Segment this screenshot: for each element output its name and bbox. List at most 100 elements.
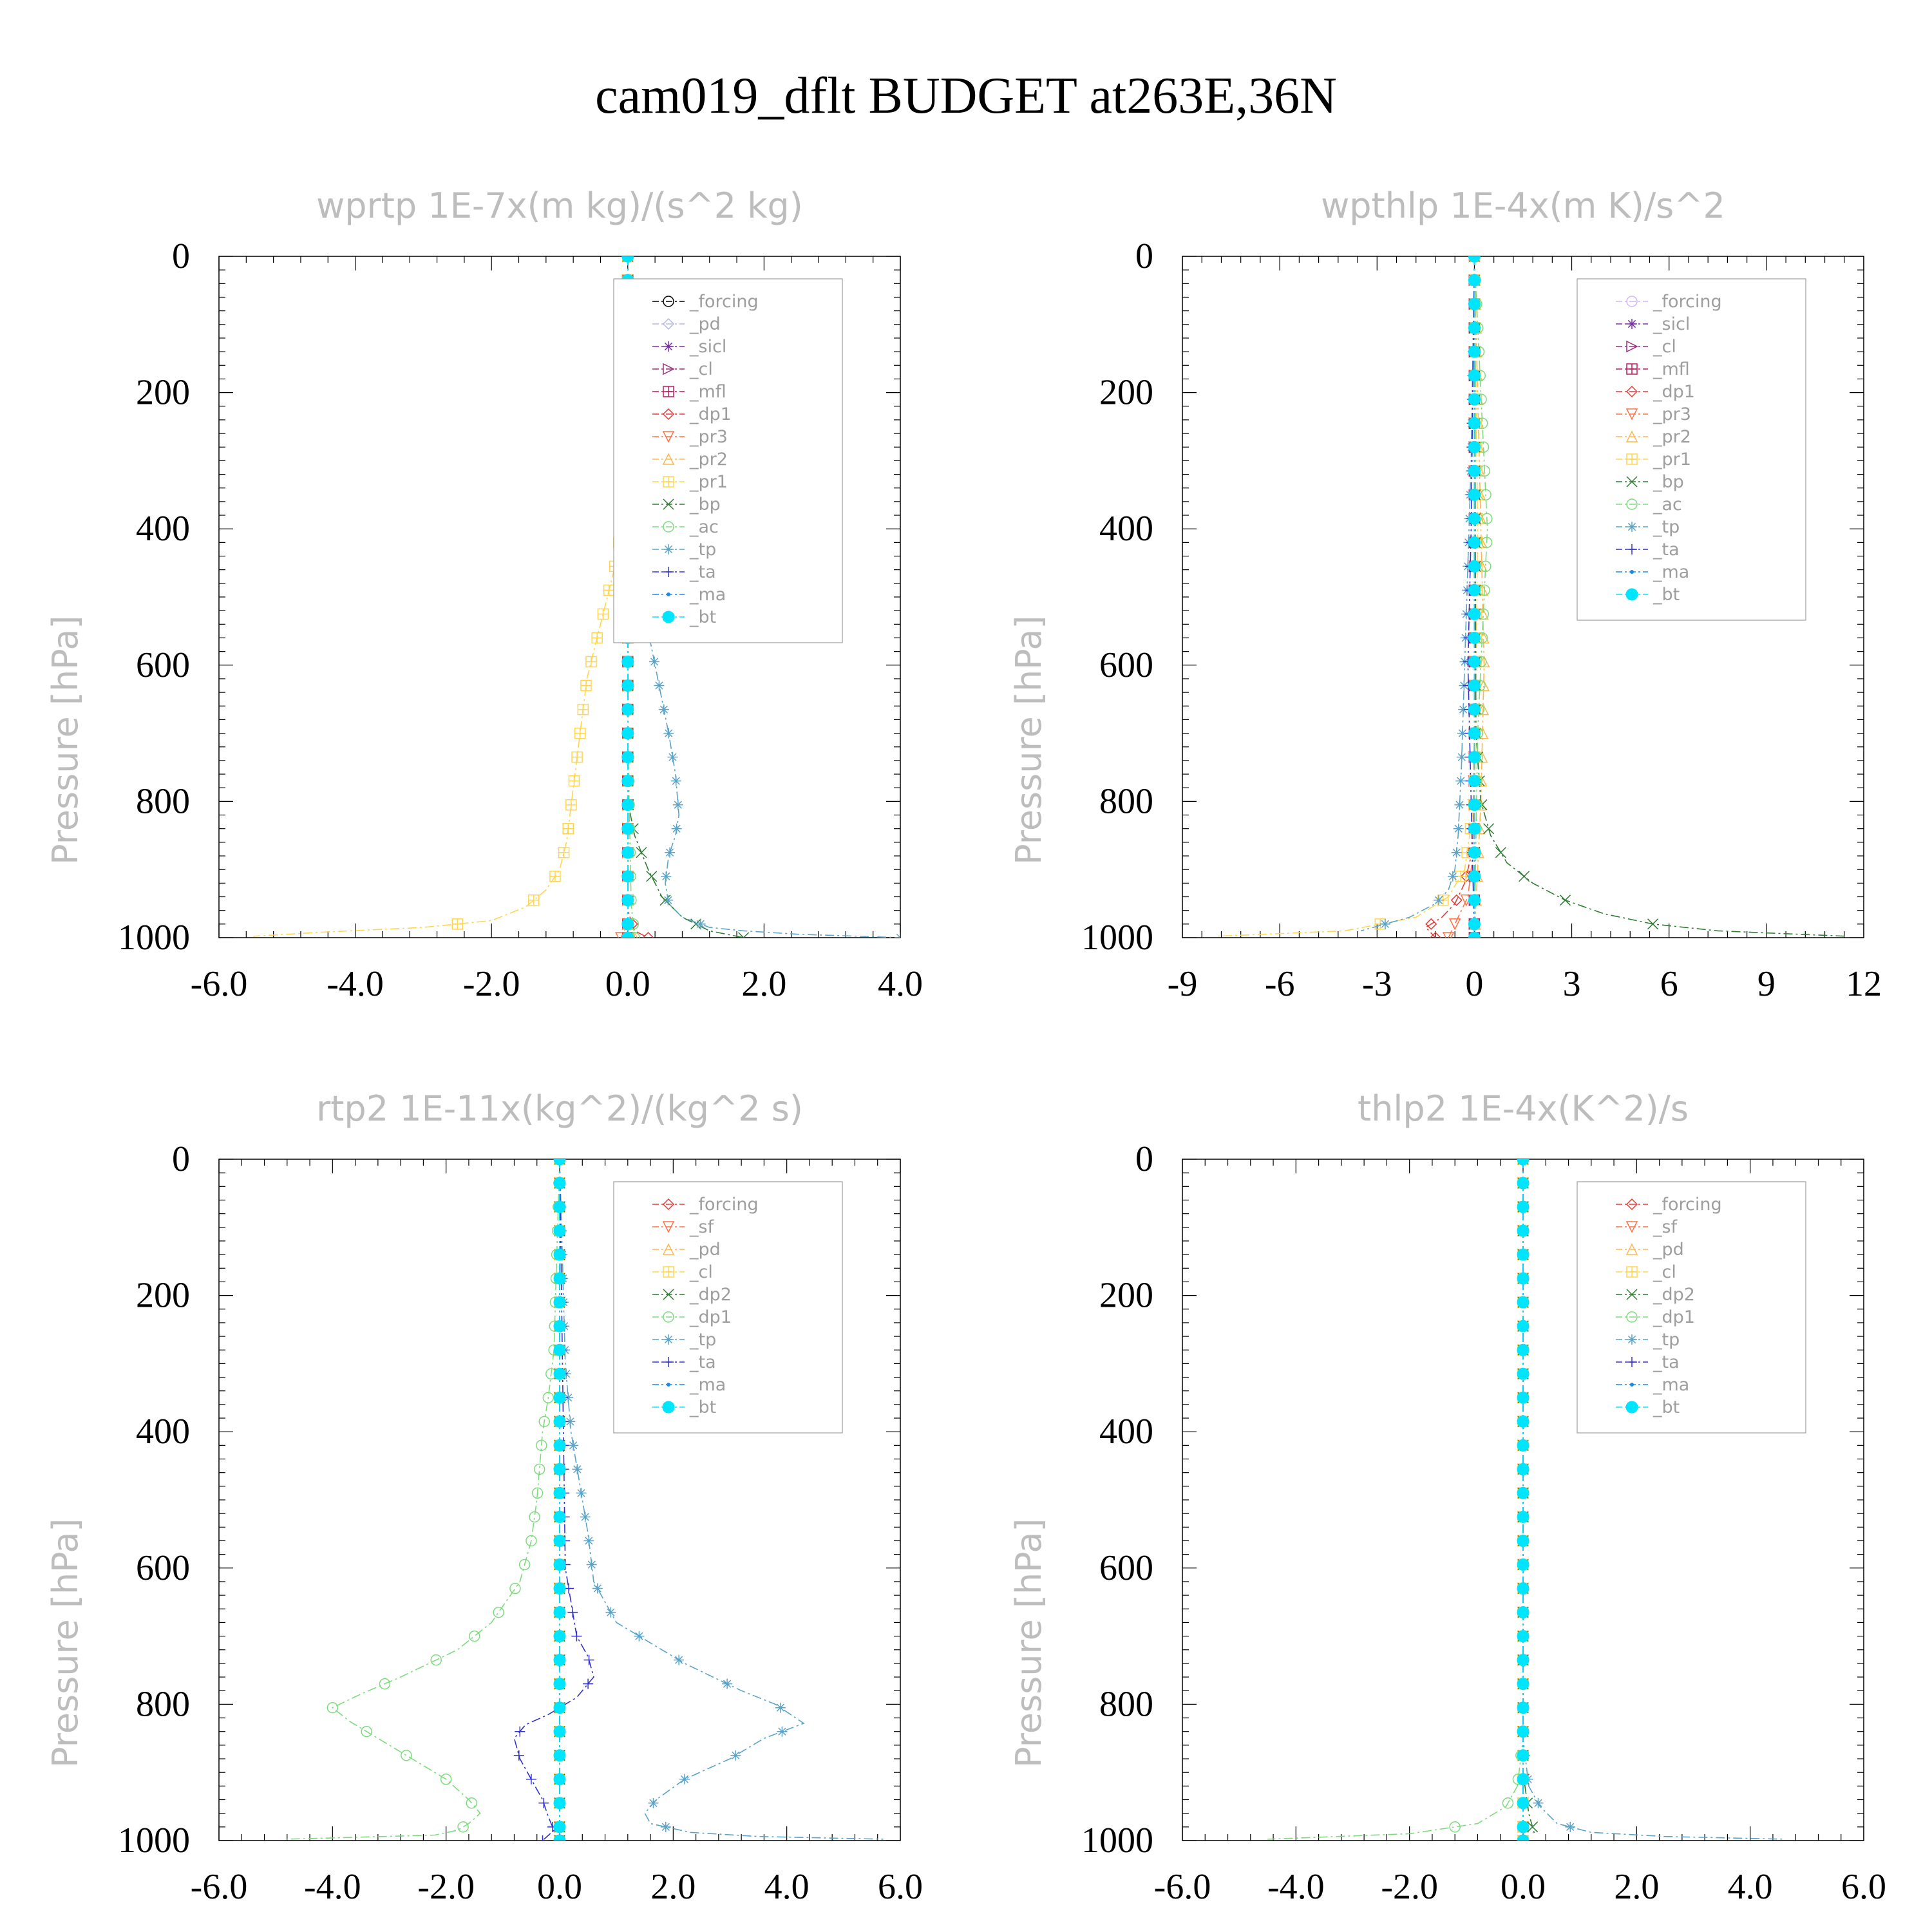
data-point <box>1429 931 1442 938</box>
data-point <box>1517 1821 1530 1833</box>
data-point <box>1495 847 1506 858</box>
x-tick-label: 0.0 <box>1501 1867 1546 1907</box>
data-point <box>1468 631 1481 644</box>
data-point <box>591 632 603 644</box>
data-point <box>1527 1821 1539 1833</box>
data-point <box>1517 1159 1530 1166</box>
data-point <box>1468 321 1481 334</box>
legend-item: _pr3 <box>1616 404 1691 424</box>
data-point <box>674 1654 685 1665</box>
legend-label: _pr1 <box>689 472 728 492</box>
data-point <box>1468 775 1481 788</box>
data-point <box>379 1678 391 1690</box>
legend-marker <box>1626 1266 1638 1278</box>
chart-panels: wprtp 1E-7x(m kg)/(s^2 kg) Pressure [hPa]… <box>45 185 1886 1907</box>
data-point <box>1468 870 1481 883</box>
legend-marker <box>1626 1289 1638 1300</box>
data-point <box>1468 656 1481 668</box>
legend-item: _ac <box>652 517 719 537</box>
legend-marker <box>663 1311 674 1323</box>
data-point <box>553 1391 566 1404</box>
data-point <box>585 656 597 668</box>
data-point <box>537 1835 548 1841</box>
legend-label: _pr3 <box>689 427 728 447</box>
data-point <box>531 1487 544 1499</box>
data-point <box>571 1631 582 1642</box>
data-point <box>558 847 570 858</box>
legend-label: _pd <box>689 314 721 334</box>
legend-label: _ta <box>689 1352 716 1372</box>
legend-item: _forcing <box>652 1195 759 1215</box>
legend-item: _cl <box>1616 337 1676 357</box>
data-point <box>553 1272 566 1285</box>
series-ta <box>513 1159 594 1841</box>
legend-marker <box>1630 1383 1634 1387</box>
data-point <box>513 1750 524 1761</box>
data-point <box>1517 1320 1530 1332</box>
data-point <box>660 1821 671 1832</box>
data-point <box>1468 607 1481 620</box>
figure-title: cam019_dflt BUDGET at263E,36N <box>595 68 1337 124</box>
data-point <box>553 1606 566 1619</box>
series-bt <box>1517 1159 1530 1841</box>
data-point <box>568 775 580 787</box>
legend-item: _mfl <box>1616 359 1690 379</box>
series-line <box>1267 1159 1524 1840</box>
data-point <box>563 1392 574 1403</box>
data-point <box>649 656 660 667</box>
legend-item: _ta <box>652 1352 716 1372</box>
legend-item: _cl <box>652 1262 713 1282</box>
data-point <box>1517 1654 1530 1667</box>
data-point <box>1468 440 1481 453</box>
legend-marker <box>1626 498 1638 510</box>
x-tick-label: -2.0 <box>463 964 520 1004</box>
legend-label: _mfl <box>689 382 726 402</box>
series-line <box>513 1159 594 1841</box>
data-point <box>1448 918 1461 931</box>
legend-item: _sicl <box>652 337 726 357</box>
legend-label: _sf <box>689 1217 715 1237</box>
legend-item: _dp2 <box>652 1285 732 1305</box>
legend-item: _ac <box>1616 495 1682 515</box>
legend-item: _dp1 <box>652 1307 732 1327</box>
legend-item: _pd <box>1616 1240 1684 1260</box>
data-point <box>1468 727 1481 740</box>
series-bt <box>553 1159 566 1841</box>
legend-label: _dp2 <box>689 1285 732 1305</box>
legend-label: _bt <box>1653 1397 1680 1417</box>
data-point <box>654 680 665 691</box>
data-point <box>1456 752 1467 762</box>
y-tick-label: 0 <box>1135 236 1153 276</box>
data-point <box>1442 932 1455 938</box>
data-point <box>553 1415 566 1428</box>
legend-item: _ma <box>652 1375 726 1395</box>
x-tick-label: -2.0 <box>417 1867 475 1907</box>
legend-marker <box>662 317 675 330</box>
data-point <box>1517 1486 1530 1499</box>
data-point <box>629 932 641 938</box>
legend-marker <box>663 296 674 307</box>
x-tick-label: 6.0 <box>1841 1867 1886 1907</box>
panel-title: thlp2 1E-4x(K^2)/s <box>1358 1088 1689 1129</box>
data-point <box>1517 1725 1530 1738</box>
series-line <box>1522 1159 1535 1834</box>
x-tick-label: 4.0 <box>764 1867 810 1907</box>
y-axis-label: Pressure [hPa] <box>1009 1519 1049 1768</box>
data-point <box>636 847 647 858</box>
x-tick-label: -9 <box>1168 964 1198 1004</box>
data-point <box>1468 536 1481 549</box>
legend-item: _bp <box>1616 472 1684 492</box>
series-line <box>1215 256 1479 937</box>
data-point <box>1468 583 1481 596</box>
legend-item: _dp1 <box>1616 1307 1695 1327</box>
data-point <box>1517 1749 1530 1762</box>
legend-item: _bt <box>1616 585 1680 605</box>
legend-label: _mfl <box>1653 359 1690 379</box>
panel-title: rtp2 1E-11x(kg^2)/(kg^2 s) <box>316 1088 803 1129</box>
legend-marker <box>1626 1311 1638 1323</box>
legend-item: _ma <box>652 585 726 605</box>
data-point <box>895 933 900 938</box>
data-point <box>549 871 561 882</box>
series-pr1 <box>1215 256 1484 937</box>
data-point <box>661 871 672 882</box>
